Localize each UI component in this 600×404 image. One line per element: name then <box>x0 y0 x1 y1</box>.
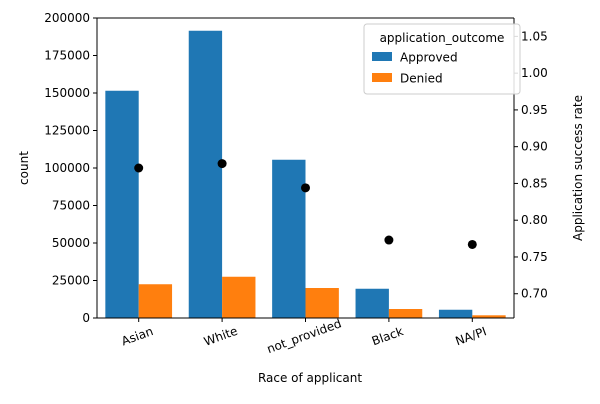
bar-denied-1 <box>222 276 256 318</box>
y-right-tick-label: 1.00 <box>521 66 548 80</box>
bar-approved-4 <box>438 309 473 318</box>
legend-box <box>363 23 521 95</box>
y-tick-label: 100000 <box>44 161 90 175</box>
bar-denied-2 <box>305 288 339 318</box>
labels-layer: Race of applicant count Application succ… <box>17 95 585 385</box>
y-right-tick-label: 0.80 <box>521 213 548 227</box>
y-right-tick-label: 0.85 <box>521 176 548 190</box>
bar-approved-0 <box>105 90 139 318</box>
bar-approved-2 <box>272 159 306 318</box>
success-rate-point-1 <box>217 159 227 169</box>
y-tick-label: 175000 <box>44 49 90 63</box>
y-right-tick-label: 0.70 <box>521 287 548 301</box>
legend-title: application_outcome <box>380 31 505 45</box>
bar-denied-4 <box>472 315 506 318</box>
bar-denied-0 <box>138 284 173 318</box>
y-right-tick-label: 0.90 <box>521 140 548 154</box>
y-axis-label: count <box>17 151 31 185</box>
y-tick-label: 75000 <box>52 199 90 213</box>
y-axis-right-label: Application success rate <box>571 95 585 241</box>
success-rate-point-2 <box>301 183 310 193</box>
success-rate-point-0 <box>134 163 144 173</box>
y-tick-label: 50000 <box>52 236 90 250</box>
legend-swatch-denied <box>372 73 392 82</box>
legend-swatch-approved <box>372 52 392 61</box>
x-axis-label: Race of applicant <box>258 371 362 385</box>
bar-denied-3 <box>388 309 423 318</box>
success-rate-point-4 <box>467 239 477 249</box>
y-tick-label: 125000 <box>44 124 90 138</box>
y-tick-label: 150000 <box>44 86 90 100</box>
y-right-tick-label: 1.05 <box>521 29 548 43</box>
bar-approved-3 <box>355 288 389 318</box>
y-right-tick-label: 0.95 <box>521 103 548 117</box>
points-layer <box>134 159 477 249</box>
legend-entry-denied: Denied <box>400 72 443 86</box>
bars-layer <box>105 30 506 318</box>
y-tick-label: 0 <box>82 311 90 325</box>
success-rate-point-3 <box>384 235 394 245</box>
legend: application_outcome Approved Denied <box>363 23 521 95</box>
y-right-tick-label: 0.75 <box>521 250 548 264</box>
y-tick-label: 25000 <box>52 274 90 288</box>
y-tick-label: 200000 <box>44 11 90 25</box>
bar-approved-1 <box>188 30 223 318</box>
legend-entry-approved: Approved <box>400 51 458 65</box>
